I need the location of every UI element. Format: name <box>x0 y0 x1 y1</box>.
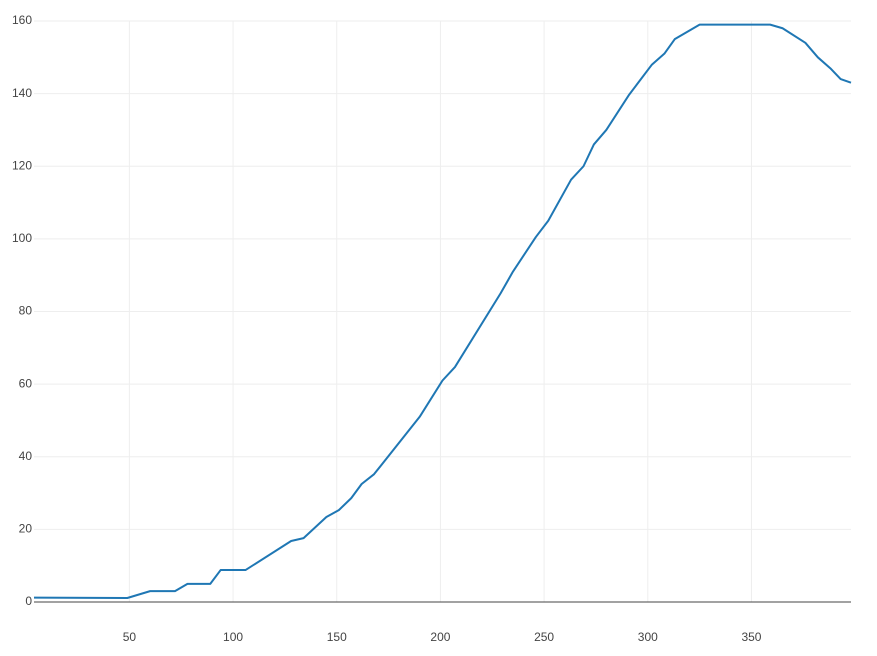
y-tick-label: 20 <box>19 522 33 536</box>
x-tick-label: 250 <box>534 630 554 644</box>
x-tick-label: 150 <box>327 630 347 644</box>
x-tick-label: 350 <box>741 630 761 644</box>
y-tick-label: 80 <box>19 304 33 318</box>
x-tick-label: 100 <box>223 630 243 644</box>
y-tick-label: 0 <box>25 594 32 608</box>
y-tick-label: 100 <box>12 231 32 245</box>
y-tick-label: 140 <box>12 86 32 100</box>
x-tick-label: 300 <box>638 630 658 644</box>
y-tick-label: 160 <box>12 13 32 27</box>
x-tick-label: 200 <box>430 630 450 644</box>
y-tick-label: 40 <box>19 449 33 463</box>
line <box>33 23 852 600</box>
y-tick-label: 60 <box>19 376 33 390</box>
x-tick-label: 50 <box>123 630 137 644</box>
y-tick-label: 120 <box>12 158 32 172</box>
